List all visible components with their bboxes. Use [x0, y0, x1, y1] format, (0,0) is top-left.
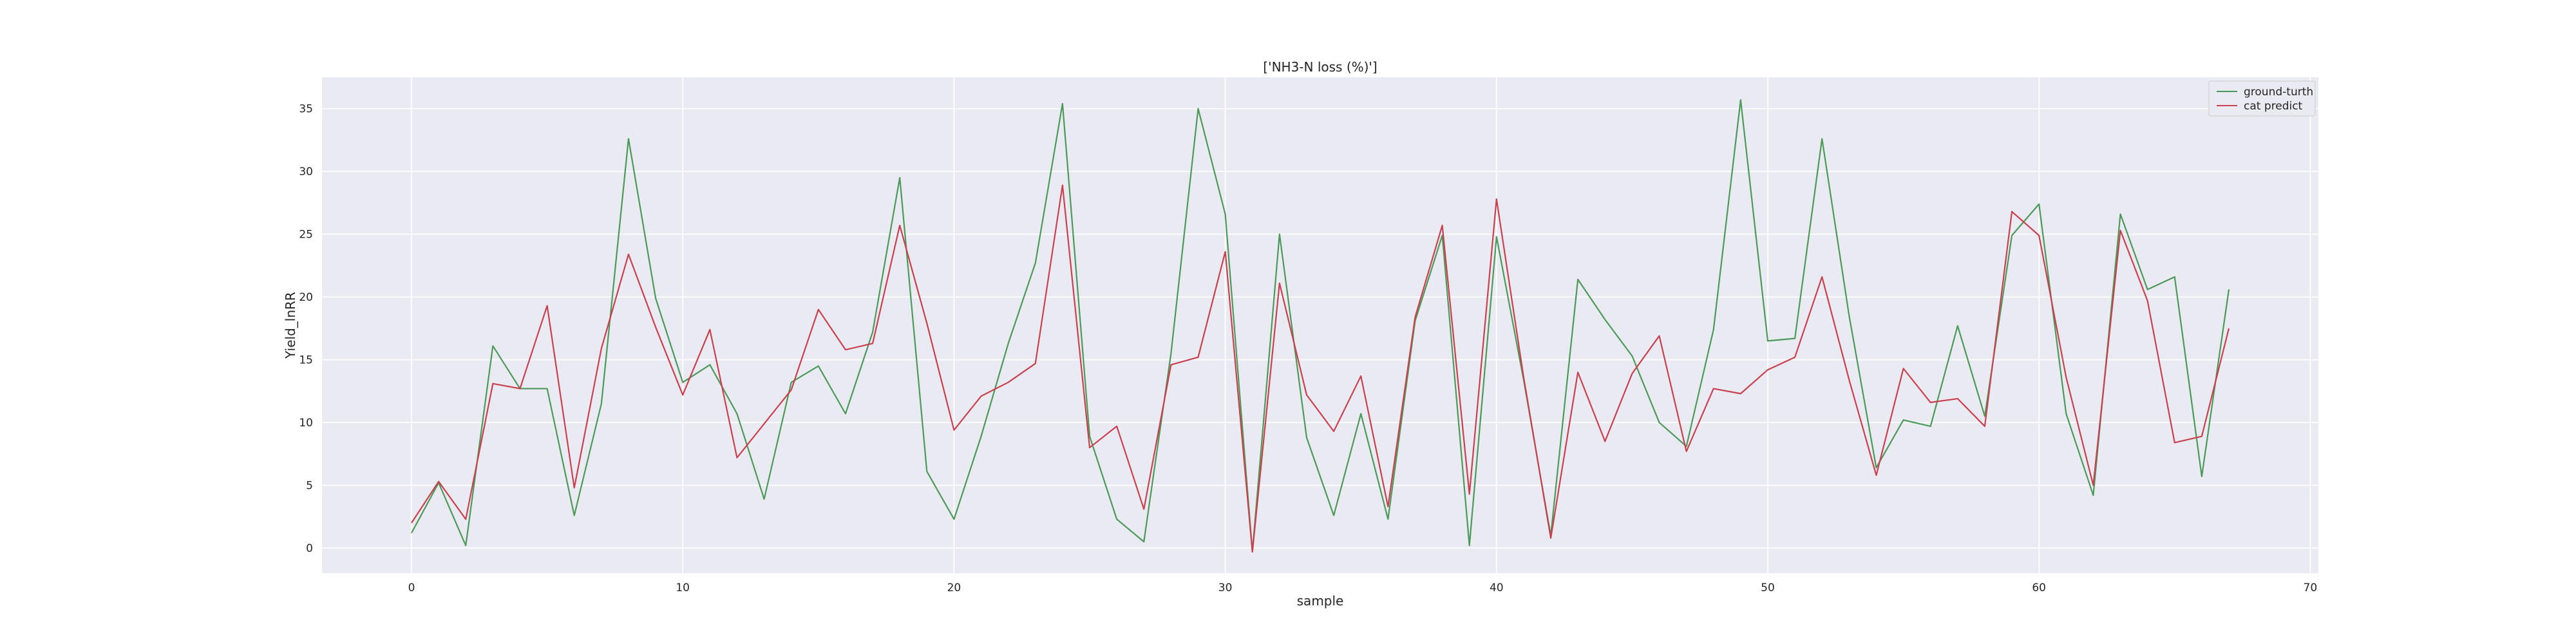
x-tick-label: 50	[1761, 582, 1775, 594]
series-line-cat-predict	[411, 184, 2230, 553]
legend-box	[2208, 80, 2316, 117]
series-lines	[411, 99, 2230, 553]
y-tick-label: 20	[299, 291, 313, 304]
x-axis-label: sample	[1297, 593, 1344, 609]
x-tick-label: 70	[2304, 582, 2318, 594]
y-tick-label: 0	[306, 542, 313, 555]
x-tick-label: 10	[676, 582, 690, 594]
tick-labels: 0 10 20 30 40 50 60 70 0 5 10 15 20 25 30 35	[299, 103, 2317, 594]
legend-label-cat-predict: cat predict	[2244, 100, 2303, 113]
x-tick-label: 30	[1218, 582, 1233, 594]
plot-background	[322, 77, 2318, 573]
y-axis-label: Yield_lnRR	[283, 292, 298, 359]
legend-label-ground-turth: ground-turth	[2244, 86, 2313, 99]
y-tick-label: 35	[299, 103, 313, 116]
x-tick-label: 20	[947, 582, 961, 594]
y-tick-label: 5	[306, 480, 313, 493]
y-tick-label: 15	[299, 354, 313, 367]
x-tick-label: 40	[1490, 582, 1504, 594]
y-tick-label: 10	[299, 417, 313, 430]
chart-title: ['NH3-N loss (%)']	[1263, 59, 1377, 75]
y-tick-label: 25	[299, 229, 313, 242]
grid-lines	[322, 77, 2318, 573]
x-tick-label: 0	[408, 582, 415, 594]
legend: ground-turth cat predict	[2208, 80, 2316, 117]
x-tick-label: 60	[2032, 582, 2046, 594]
series-line-ground-turth	[411, 99, 2230, 553]
y-tick-label: 30	[299, 166, 313, 178]
